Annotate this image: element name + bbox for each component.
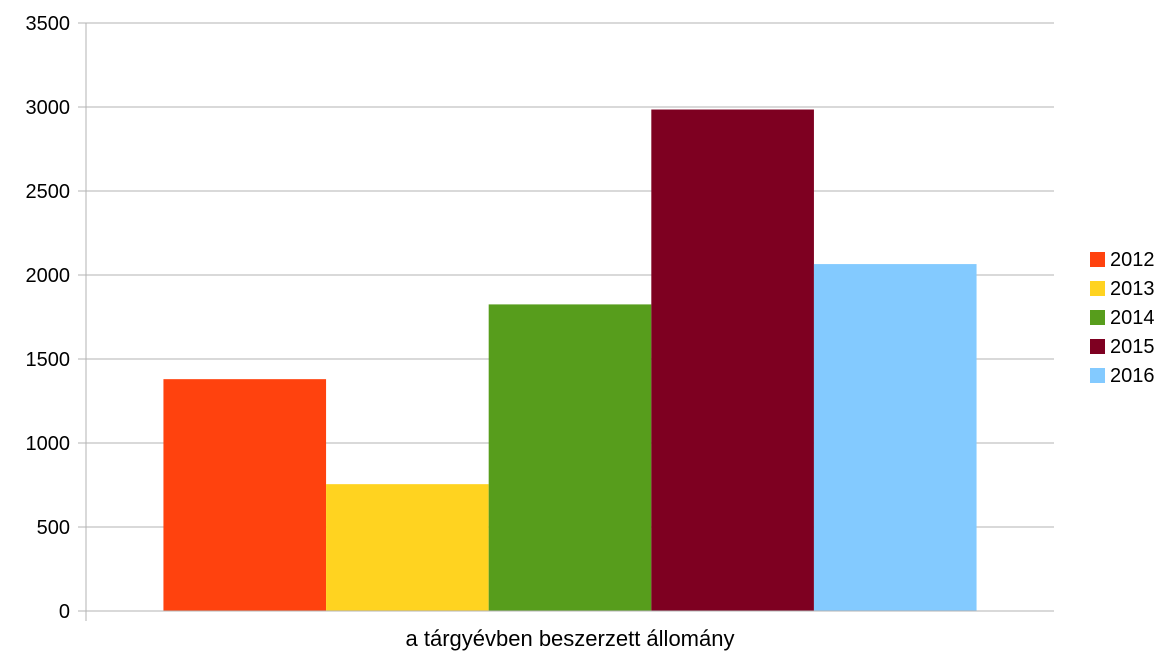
legend-label: 2014: [1110, 307, 1155, 329]
bar-2016: [813, 264, 977, 611]
y-tick-label: 3500: [26, 13, 71, 35]
bar-2015: [651, 109, 814, 612]
legend-label: 2012: [1110, 249, 1155, 271]
y-tick-label: 2500: [26, 181, 71, 203]
legend-swatch: [1090, 339, 1105, 354]
category-label: a tárgyévben beszerzett állomány: [406, 626, 735, 651]
bar-2013: [326, 484, 489, 611]
legend-swatch: [1090, 368, 1105, 383]
y-tick-label: 2000: [26, 265, 71, 287]
y-axis-tick-labels: 0 500 1000 1500 2000 2500 3000 3500: [26, 13, 71, 623]
bar-2012: [163, 379, 327, 611]
legend-label: 2015: [1110, 336, 1155, 358]
y-tick-label: 1000: [26, 433, 71, 455]
legend-swatch: [1090, 252, 1105, 267]
y-tick-label: 3000: [26, 97, 71, 119]
bar-2014: [488, 304, 652, 611]
legend: 2012 2013 2014 2015 2016: [1090, 249, 1155, 387]
bars: [163, 109, 977, 612]
legend-swatch: [1090, 281, 1105, 296]
y-tick-label: 0: [59, 601, 70, 623]
y-tick-label: 500: [37, 517, 70, 539]
legend-swatch: [1090, 310, 1105, 325]
y-tick-label: 1500: [26, 349, 71, 371]
legend-label: 2016: [1110, 365, 1155, 387]
legend-label: 2013: [1110, 278, 1155, 300]
